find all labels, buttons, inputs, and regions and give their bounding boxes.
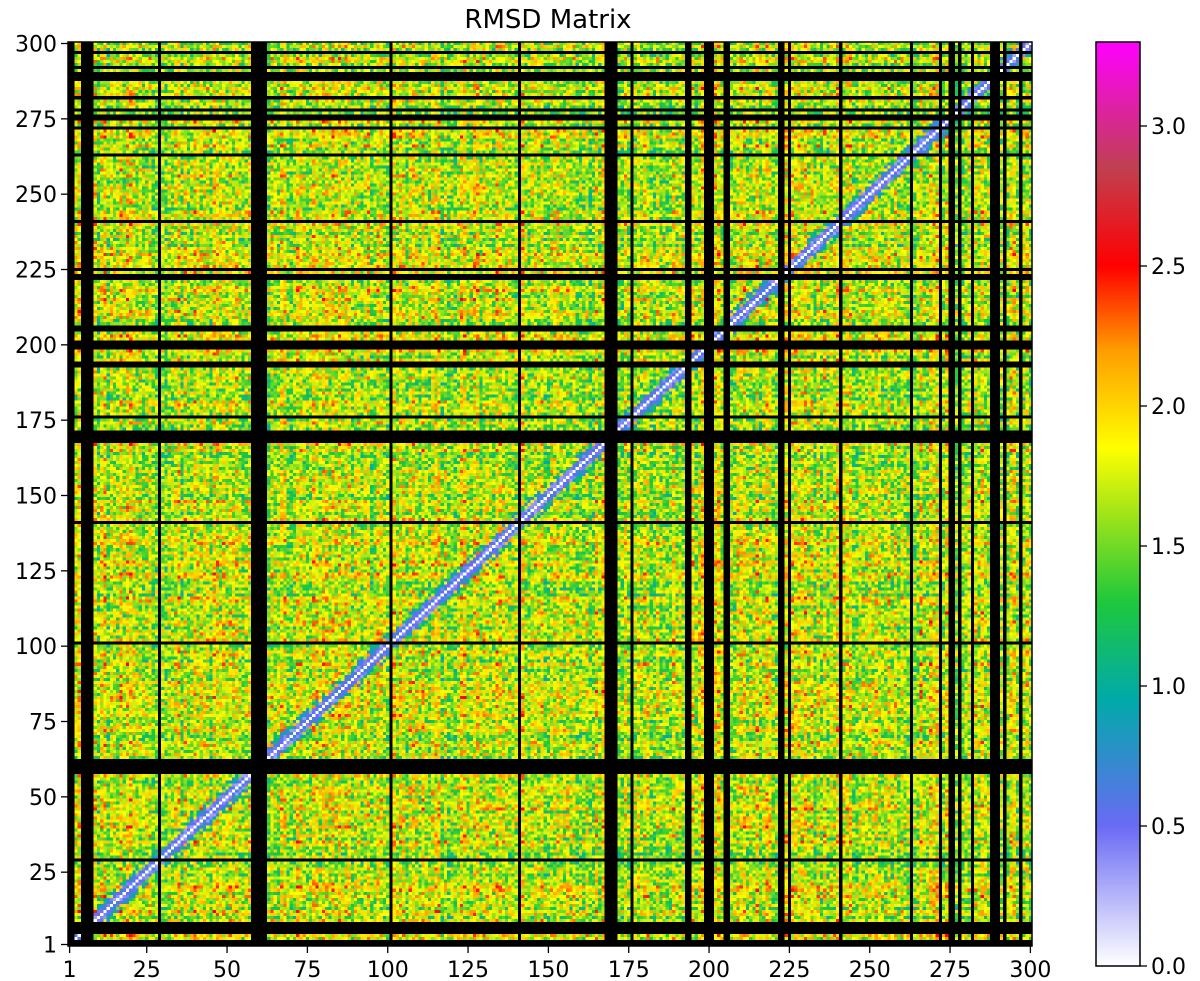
colorbar-tick-label: 2.0: [1151, 395, 1186, 420]
plot-frame: [67, 41, 1033, 947]
colorbar-tick-label: 0.0: [1151, 955, 1186, 980]
x-tick-label: 250: [849, 958, 891, 981]
x-tick-label: 100: [367, 958, 409, 981]
y-tick-label: 100: [15, 635, 57, 660]
y-tick-label: 1: [43, 933, 57, 958]
y-tick-label: 300: [15, 33, 57, 58]
colorbar-tick-label: 2.5: [1151, 255, 1186, 280]
chart-title: RMSD Matrix: [464, 5, 631, 35]
colorbar-tick-label: 1.5: [1151, 535, 1186, 560]
y-tick-label: 175: [15, 409, 57, 434]
colorbar-tick-label: 3.0: [1151, 115, 1186, 140]
plot-overlay: [67, 41, 1033, 947]
y-tick-label: 150: [15, 485, 57, 510]
x-axis: 1 25 50 75 100 125 150 175 200 225 250 275 300: [63, 946, 1051, 981]
colorbar: 0.0 0.5 1.0 1.5 2.0 2.5 3.0: [1095, 41, 1186, 980]
x-tick-label: 50: [213, 958, 241, 981]
x-tick-label: 225: [768, 958, 810, 981]
y-tick-label: 250: [15, 183, 57, 208]
y-tick-label: 50: [29, 786, 57, 811]
heatmap: [68, 42, 1032, 946]
y-tick-label: 225: [15, 259, 57, 284]
x-tick-label: 175: [608, 958, 650, 981]
colorbar-tick-label: 1.0: [1151, 675, 1186, 700]
x-tick-label: 275: [929, 958, 971, 981]
x-tick-label: 200: [688, 958, 730, 981]
x-tick-label: 300: [1009, 958, 1051, 981]
x-tick-label: 125: [447, 958, 489, 981]
x-tick-label: 25: [133, 958, 161, 981]
y-tick-label: 275: [15, 108, 57, 133]
colorbar-tick-label: 0.5: [1151, 815, 1186, 840]
x-tick-label: 75: [293, 958, 321, 981]
y-tick-label: 25: [29, 861, 57, 886]
y-tick-label: 75: [29, 711, 57, 736]
x-tick-label: 150: [527, 958, 569, 981]
x-tick-label: 1: [63, 958, 77, 981]
y-tick-label: 200: [15, 334, 57, 359]
heatmap-cells: [68, 42, 1032, 946]
colorbar-gradient: [1095, 41, 1141, 967]
y-tick-label: 125: [15, 560, 57, 585]
